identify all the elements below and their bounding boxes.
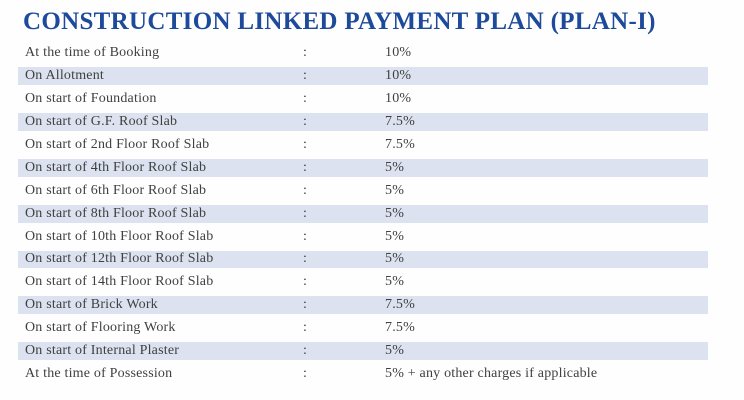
colon-separator: :	[303, 251, 308, 267]
table-row: On Allotment : 10%	[18, 65, 708, 88]
table-row: On start of Internal Plaster : 5%	[18, 340, 708, 363]
milestone-label: On start of 10th Floor Roof Slab	[25, 228, 214, 244]
colon-separator: :	[303, 182, 308, 198]
table-row: On start of 12th Floor Roof Slab : 5%	[18, 248, 708, 271]
colon-separator: :	[303, 228, 308, 244]
table-row: On start of 10th Floor Roof Slab : 5%	[18, 225, 708, 248]
colon-separator: :	[303, 45, 308, 61]
payment-value: 5%	[385, 159, 405, 175]
payment-value: 5%	[385, 343, 405, 359]
milestone-label: At the time of Booking	[25, 45, 160, 61]
page-title: CONSTRUCTION LINKED PAYMENT PLAN (PLAN-I…	[23, 8, 656, 35]
colon-separator: :	[303, 159, 308, 175]
colon-separator: :	[303, 297, 308, 313]
colon-separator: :	[303, 137, 308, 152]
payment-value: 5% + any other charges if applicable	[385, 365, 598, 381]
payment-value: 10%	[385, 68, 412, 84]
colon-separator: :	[303, 343, 308, 359]
table-row: On start of 4th Floor Roof Slab : 5%	[18, 156, 708, 179]
payment-value: 5%	[385, 274, 405, 290]
table-row: On start of 8th Floor Roof Slab : 5%	[18, 202, 708, 225]
milestone-label: On start of 6th Floor Roof Slab	[25, 182, 207, 198]
colon-separator: :	[303, 114, 308, 130]
table-row: At the time of Booking : 10%	[18, 42, 708, 65]
milestone-label: On start of 14th Floor Roof Slab	[25, 274, 214, 290]
milestone-label: On start of 8th Floor Roof Slab	[25, 205, 207, 221]
milestone-label: On start of G.F. Roof Slab	[25, 114, 178, 130]
table-row: On start of Brick Work : 7.5%	[18, 294, 708, 317]
milestone-label: On start of 4th Floor Roof Slab	[25, 159, 207, 175]
milestone-label: On start of 12th Floor Roof Slab	[25, 251, 214, 267]
milestone-label: On Allotment	[25, 68, 105, 84]
table-row: On start of 2nd Floor Roof Slab : 7.5%	[18, 134, 708, 157]
colon-separator: :	[303, 320, 308, 336]
payment-value: 7.5%	[385, 114, 415, 130]
milestone-label: At the time of Possession	[25, 365, 173, 381]
table-row: On start of 14th Floor Roof Slab : 5%	[18, 271, 708, 294]
payment-value: 5%	[385, 205, 405, 221]
table-row: On start of 6th Floor Roof Slab : 5%	[18, 179, 708, 202]
colon-separator: :	[303, 205, 308, 221]
payment-value: 7.5%	[385, 297, 415, 313]
table-row: On start of Flooring Work : 7.5%	[18, 317, 708, 340]
colon-separator: :	[303, 68, 308, 84]
table-row: At the time of Possession : 5% + any oth…	[18, 362, 708, 385]
payment-value: 5%	[385, 182, 405, 198]
payment-value: 5%	[385, 251, 405, 267]
milestone-label: On start of Flooring Work	[25, 320, 176, 336]
payment-value: 7.5%	[385, 320, 415, 336]
table-row: On start of G.F. Roof Slab : 7.5%	[18, 111, 708, 134]
payment-plan-table: At the time of Booking : 10% On Allotmen…	[18, 42, 708, 385]
milestone-label: On start of 2nd Floor Roof Slab	[25, 137, 210, 152]
colon-separator: :	[303, 91, 308, 107]
payment-value: 10%	[385, 45, 412, 61]
payment-value: 7.5%	[385, 137, 415, 152]
payment-value: 5%	[385, 228, 405, 244]
table-row: On start of Foundation : 10%	[18, 88, 708, 111]
milestone-label: On start of Internal Plaster	[25, 343, 180, 359]
colon-separator: :	[303, 274, 308, 290]
milestone-label: On start of Brick Work	[25, 297, 158, 313]
colon-separator: :	[303, 365, 308, 381]
milestone-label: On start of Foundation	[25, 91, 157, 107]
payment-value: 10%	[385, 91, 412, 107]
